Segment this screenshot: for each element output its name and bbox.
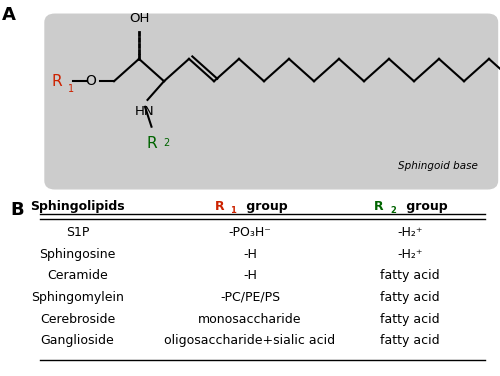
Text: -H: -H: [243, 248, 257, 261]
Text: R: R: [146, 136, 158, 151]
Text: Sphingolipids: Sphingolipids: [30, 200, 125, 213]
Text: HN: HN: [135, 105, 155, 118]
Text: Ganglioside: Ganglioside: [40, 334, 115, 347]
FancyBboxPatch shape: [45, 14, 498, 189]
Text: 1: 1: [68, 83, 73, 94]
Text: fatty acid: fatty acid: [380, 291, 440, 304]
Text: -H: -H: [243, 269, 257, 282]
Text: -PC/PE/PS: -PC/PE/PS: [220, 291, 280, 304]
Text: R: R: [214, 200, 224, 213]
Text: monosaccharide: monosaccharide: [198, 313, 302, 326]
Text: -H₂⁺: -H₂⁺: [397, 248, 423, 261]
Text: R: R: [374, 200, 384, 213]
Text: fatty acid: fatty acid: [380, 313, 440, 326]
Text: Cerebroside: Cerebroside: [40, 313, 115, 326]
Text: fatty acid: fatty acid: [380, 334, 440, 347]
Text: Sphingomylein: Sphingomylein: [31, 291, 124, 304]
Text: Sphingoid base: Sphingoid base: [398, 162, 477, 171]
Text: fatty acid: fatty acid: [380, 269, 440, 282]
Text: -H₂⁺: -H₂⁺: [397, 226, 423, 239]
Text: Ceramide: Ceramide: [47, 269, 108, 282]
Text: R: R: [52, 74, 62, 89]
Text: 1: 1: [230, 206, 236, 215]
Text: 2: 2: [390, 206, 396, 215]
Text: S1P: S1P: [66, 226, 89, 239]
Text: -PO₃H⁻: -PO₃H⁻: [228, 226, 272, 239]
Text: 2: 2: [163, 138, 169, 148]
Text: group: group: [242, 200, 288, 213]
Text: B: B: [10, 201, 24, 219]
Text: O: O: [86, 74, 96, 88]
Text: oligosaccharide+sialic acid: oligosaccharide+sialic acid: [164, 334, 336, 347]
Text: A: A: [2, 6, 16, 24]
Text: OH: OH: [129, 12, 149, 25]
Text: Sphingosine: Sphingosine: [40, 248, 116, 261]
Text: group: group: [402, 200, 448, 213]
